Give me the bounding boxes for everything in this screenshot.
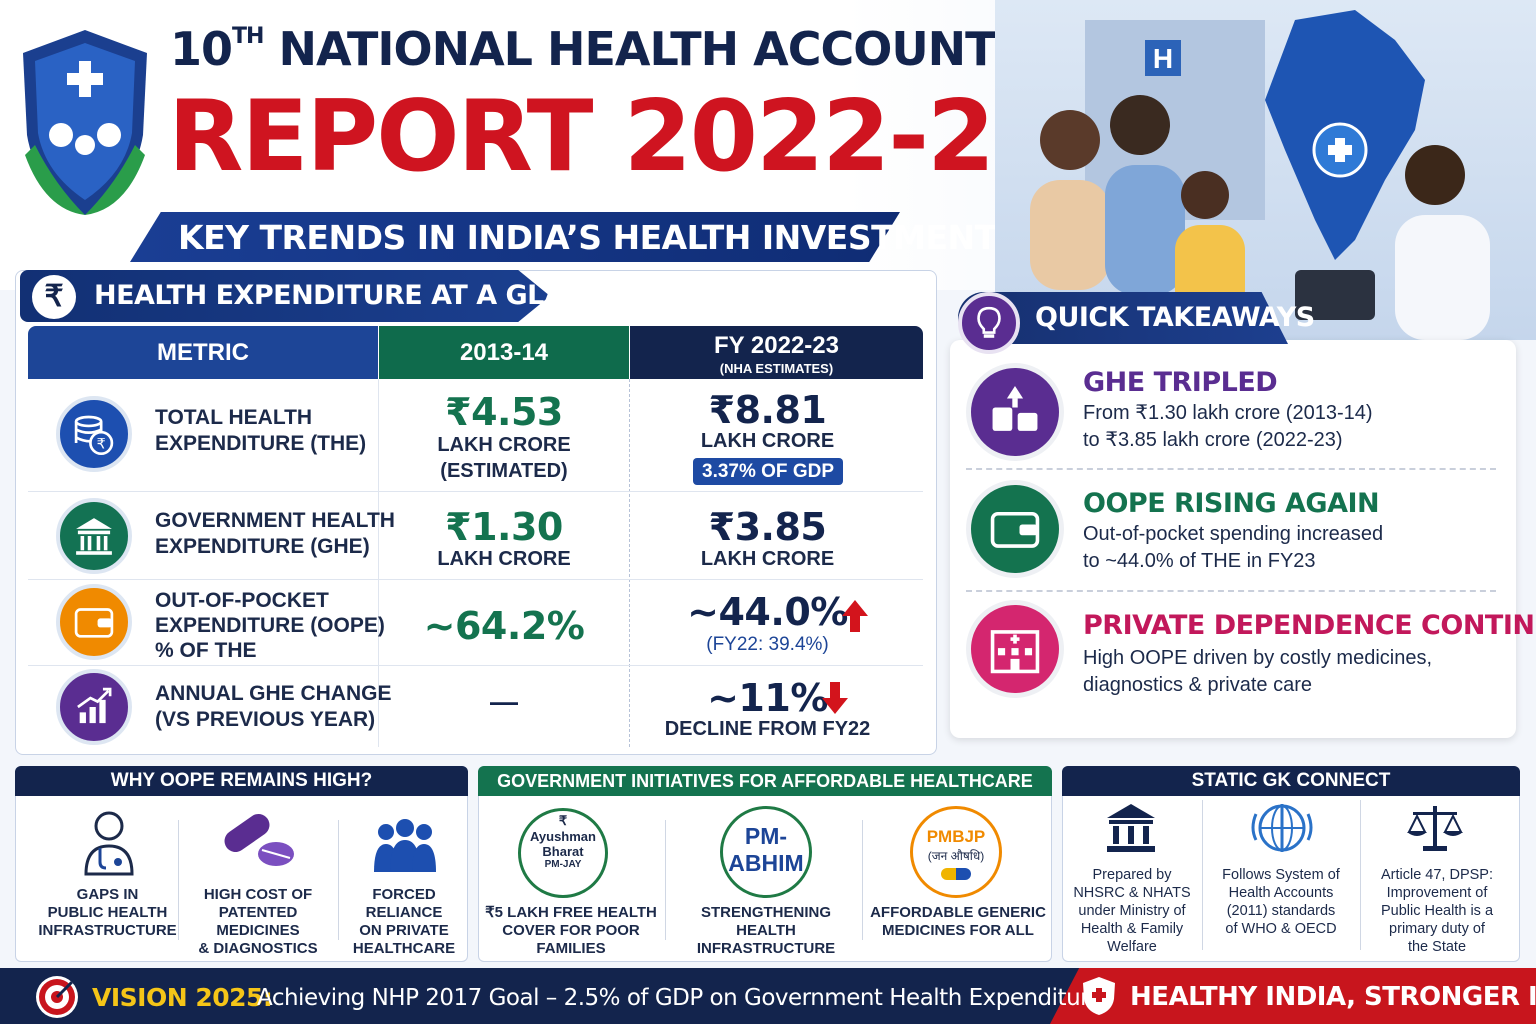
ghe-change-fy23-value: ~11% bbox=[707, 676, 828, 720]
arrow-down-icon bbox=[822, 682, 848, 714]
govt-initiatives-title: GOVERNMENT INITIATIVES FOR AFFORDABLE HE… bbox=[478, 766, 1052, 796]
ghe-2013-14-unit: LAKH CRORE bbox=[437, 548, 571, 570]
why-item-private-reliance: FORCED RELIANCE ON PRIVATE HEALTHCARE bbox=[352, 886, 456, 957]
table-divider bbox=[629, 379, 630, 747]
takeaways-title: QUICK TAKEAWAYS bbox=[1035, 302, 1315, 333]
column-header-metric: METRIC bbox=[28, 326, 378, 379]
who-emblem-icon bbox=[1251, 804, 1313, 852]
takeaway-heading-ghe: GHE TRIPLED bbox=[1083, 367, 1278, 398]
coin-stacks-icon bbox=[966, 363, 1064, 461]
health-shield-logo bbox=[23, 30, 147, 215]
gk-item-who-oecd: Follows System of Health Accounts (2011) s… bbox=[1222, 867, 1340, 937]
ghe-fy23-unit: LAKH CRORE bbox=[700, 548, 835, 570]
divider bbox=[966, 468, 1496, 470]
institution-icon bbox=[1107, 804, 1155, 852]
pm-abhim-badge: PM- ABHIM bbox=[720, 806, 812, 898]
ghe-change-2013-14-value: — bbox=[490, 686, 518, 717]
pmbjp-badge: PMBJP (जन औषधि) bbox=[910, 806, 1002, 898]
takeaway-heading-private: PRIVATE DEPENDENCE CONTINUES bbox=[1083, 610, 1536, 641]
oope-2013-14-value: ~64.2% bbox=[423, 604, 585, 648]
takeaway-text-ghe: From ₹1.30 lakh crore (2013-14) to ₹3.85 … bbox=[1083, 402, 1373, 451]
oope-fy22-note: (FY22: 39.4%) bbox=[706, 634, 829, 655]
subtitle-ribbon bbox=[130, 212, 900, 262]
why-item-medicines: HIGH COST OF PATENTED MEDICINES & DIAGNOST… bbox=[198, 886, 318, 957]
divider bbox=[862, 820, 863, 940]
why-oope-title: WHY OOPE REMAINS HIGH? bbox=[15, 766, 468, 796]
govt-item-pmbjp: AFFORDABLE GENERIC MEDICINES FOR ALL bbox=[870, 904, 1046, 939]
vision-text: Achieving NHP 2017 Goal – 2.5% of GDP on… bbox=[257, 985, 1103, 1011]
gk-item-article-47: Article 47, DPSP: Improvement of Public He… bbox=[1380, 867, 1494, 955]
divider bbox=[1360, 800, 1361, 950]
footer-slogan: HEALTHY INDIA, STRONGER INDIA bbox=[1130, 982, 1536, 1012]
divider bbox=[338, 820, 339, 940]
divider bbox=[1202, 800, 1203, 950]
table-row bbox=[28, 492, 923, 580]
the-fy23-value: ₹8.81 bbox=[708, 388, 827, 432]
people-group-icon bbox=[374, 819, 436, 872]
glance-title: HEALTH EXPENDITURE AT A GLANCE bbox=[94, 280, 624, 311]
pills-icon bbox=[224, 813, 294, 866]
svg-text:₹: ₹ bbox=[97, 436, 106, 452]
oope-fy23-value: ~44.0% bbox=[687, 590, 848, 634]
takeaway-text-private: High OOPE driven by costly medicines, dia… bbox=[1083, 647, 1433, 696]
table-divider bbox=[378, 379, 379, 747]
subtitle: KEY TRENDS IN INDIA’S HEALTH INVESTMENT bbox=[178, 218, 997, 257]
metric-label-oope: OUT-OF-POCKET EXPENDITURE (OOPE)% OF THE bbox=[155, 589, 385, 662]
glance-title-tab bbox=[20, 270, 550, 322]
why-item-infrastructure: GAPS IN PUBLIC HEALTH INFRASTRUCTURE bbox=[38, 886, 177, 939]
scales-icon bbox=[1407, 806, 1463, 851]
takeaway-heading-oope: OOPE RISING AGAIN bbox=[1083, 488, 1380, 519]
divider bbox=[178, 820, 179, 940]
the-fy23-unit: LAKH CRORE bbox=[700, 430, 835, 452]
gk-item-prepared-by: Prepared by NHSRC & NHATS under Ministry o… bbox=[1073, 867, 1191, 955]
table-row bbox=[28, 580, 923, 666]
static-gk-panel bbox=[1062, 766, 1520, 962]
static-gk-title: STATIC GK CONNECT bbox=[1062, 766, 1520, 796]
govt-item-abhim: STRENGTHENING HEALTH INFRASTRUCTURE bbox=[696, 904, 836, 957]
divider bbox=[966, 590, 1496, 592]
rupee-icon: ₹ bbox=[32, 275, 76, 319]
the-2013-14-unit: LAKH CRORE (ESTIMATED) bbox=[437, 434, 571, 482]
wallet-icon bbox=[966, 480, 1064, 578]
svg-text:H: H bbox=[1153, 43, 1173, 74]
coins-rupee-icon: ₹ bbox=[56, 396, 132, 472]
arrow-up-icon bbox=[842, 600, 868, 632]
govt-item-pmjay: ₹5 LAKH FREE HEALTH COVER FOR POOR FAMILI… bbox=[485, 904, 657, 957]
doctor-icon bbox=[84, 811, 134, 876]
growth-chart-icon bbox=[56, 669, 132, 745]
column-header-2013-14: 2013-14 bbox=[379, 326, 629, 379]
capsule-icon bbox=[941, 868, 971, 880]
ghe-fy23-value: ₹3.85 bbox=[708, 505, 827, 549]
report-year-title: REPORT 2022-23 bbox=[168, 80, 1061, 194]
ghe-change-note: DECLINE FROM FY22 bbox=[664, 718, 871, 740]
lightbulb-icon bbox=[958, 292, 1020, 354]
table-row bbox=[28, 379, 923, 492]
health-shield-icon bbox=[1083, 977, 1115, 1015]
gdp-share-badge: 3.37% OF GDP bbox=[693, 458, 843, 485]
ayushman-bharat-badge: ₹ Ayushman Bharat PM-JAY bbox=[518, 808, 608, 898]
wallet-icon bbox=[56, 584, 132, 660]
column-header-fy2022-23: FY 2022-23 (NHA ESTIMATES) bbox=[630, 326, 923, 379]
hospital-icon bbox=[966, 600, 1064, 698]
metric-label-ghe: GOVERNMENT HEALTH EXPENDITURE (GHE) bbox=[155, 509, 395, 558]
family-doctor-illustration: H bbox=[995, 0, 1536, 340]
target-icon bbox=[36, 976, 78, 1018]
divider bbox=[665, 820, 666, 940]
takeaway-text-oope: Out-of-pocket spending increased to ~44.0… bbox=[1083, 523, 1384, 572]
the-2013-14-value: ₹4.53 bbox=[445, 390, 563, 434]
metric-label-ghe-change: ANNUAL GHE CHANGE (VS PREVIOUS YEAR) bbox=[155, 682, 392, 731]
vision-label: VISION 2025: bbox=[92, 983, 273, 1012]
government-building-icon bbox=[56, 498, 132, 574]
metric-label-the: TOTAL HEALTH EXPENDITURE (THE) bbox=[155, 406, 367, 455]
footer-slogan-bar bbox=[1050, 968, 1536, 1024]
ghe-2013-14-value: ₹1.30 bbox=[445, 505, 563, 549]
